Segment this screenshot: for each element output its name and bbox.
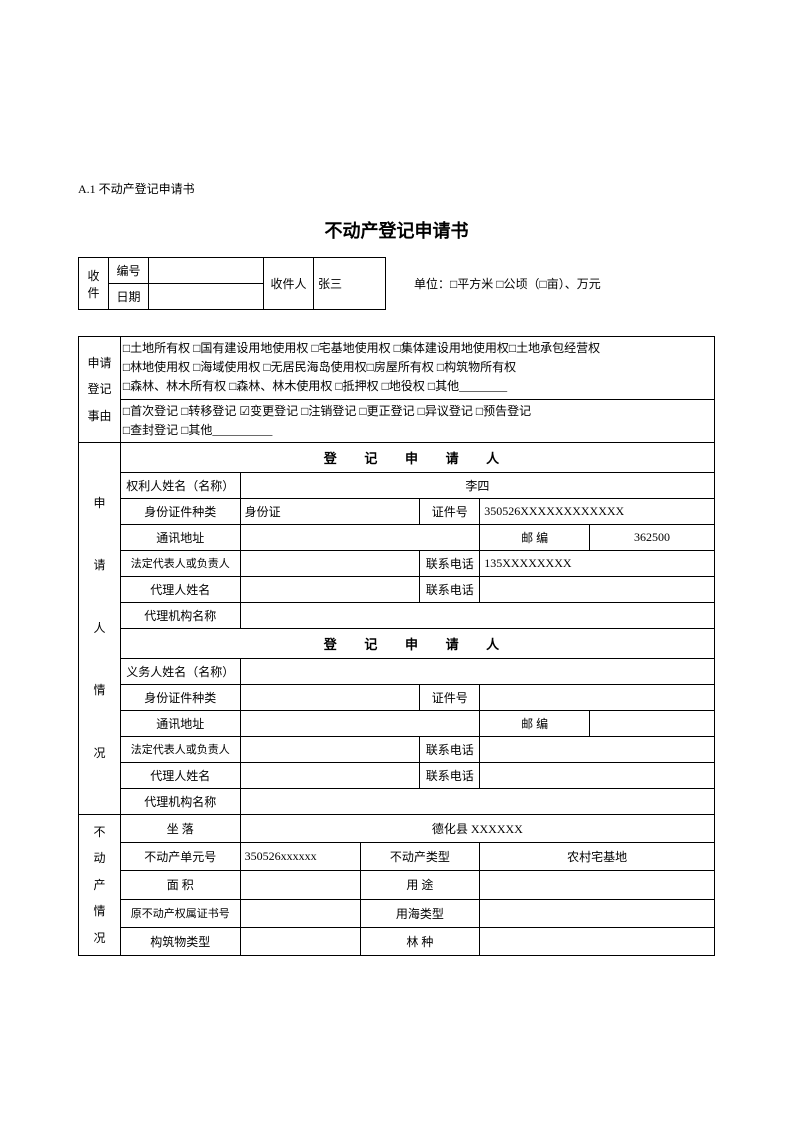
app2-legal-value: [240, 736, 420, 762]
prop-unitno-label: 不动产单元号: [120, 843, 240, 871]
units-label: 单位：□平方米 □公顷（□亩）、万元: [386, 258, 716, 310]
applicant2-title: 登 记 申 请 人: [120, 628, 714, 658]
prop-type-label: 不动产类型: [360, 843, 480, 871]
app2-idtype-label: 身份证件种类: [120, 684, 240, 710]
app1-addr-value: [240, 524, 480, 550]
riqi-label: 日期: [109, 284, 149, 310]
app1-legal-value: [240, 550, 420, 576]
app1-legal-label: 法定代表人或负责人: [120, 550, 240, 576]
app2-agenttel-label: 联系电话: [420, 762, 480, 788]
prop-location-value: 德化县 XXXXXX: [240, 814, 714, 842]
app1-idno-label: 证件号: [420, 498, 480, 524]
app1-agenttel-value: [480, 576, 715, 602]
app2-addr-value: [240, 710, 480, 736]
app1-idtype-label: 身份证件种类: [120, 498, 240, 524]
prop-area-value: [240, 871, 360, 899]
app2-idno-value: [480, 684, 715, 710]
prop-type-value: 农村宅基地: [480, 843, 715, 871]
app1-agency-label: 代理机构名称: [120, 602, 240, 628]
app1-idno-value: 350526XXXXXXXXXXXX: [480, 498, 715, 524]
prop-area-label: 面 积: [120, 871, 240, 899]
app2-idno-label: 证件号: [420, 684, 480, 710]
app1-addr-label: 通讯地址: [120, 524, 240, 550]
prop-location-label: 坐 落: [120, 814, 240, 842]
app1-name-label: 权利人姓名（名称）: [120, 472, 240, 498]
app2-post-label: 邮 编: [480, 710, 590, 736]
prop-structure-value: [240, 927, 360, 955]
prop-origcert-label: 原不动产权属证书号: [120, 899, 240, 927]
app2-agenttel-value: [480, 762, 715, 788]
property-side-label: 不动产情况: [79, 814, 121, 955]
app2-addr-label: 通讯地址: [120, 710, 240, 736]
app2-tel-label: 联系电话: [420, 736, 480, 762]
app1-agenttel-label: 联系电话: [420, 576, 480, 602]
bianhao-value: [149, 258, 264, 284]
app2-legal-label: 法定代表人或负责人: [120, 736, 240, 762]
app2-agency-value: [240, 788, 714, 814]
app1-post-label: 邮 编: [480, 524, 590, 550]
app2-idtype-value: [240, 684, 420, 710]
app1-agent-label: 代理人姓名: [120, 576, 240, 602]
prop-use-value: [480, 871, 715, 899]
app1-post-value: 362500: [590, 524, 715, 550]
prop-use-label: 用 途: [360, 871, 480, 899]
bianhao-label: 编号: [109, 258, 149, 284]
app1-agent-value: [240, 576, 420, 602]
app2-name-label: 义务人姓名（名称）: [120, 658, 240, 684]
app2-name-value: [240, 658, 714, 684]
app1-tel-label: 联系电话: [420, 550, 480, 576]
shoujian-label: 收件: [79, 258, 109, 310]
applicant-side-label: 申请人情况: [79, 442, 121, 814]
riqi-value: [149, 284, 264, 310]
app2-agent-value: [240, 762, 420, 788]
app1-agency-value: [240, 602, 714, 628]
shoujianren-label: 收件人: [264, 258, 314, 310]
app2-post-value: [590, 710, 715, 736]
prop-seatype-value: [480, 899, 715, 927]
main-form-table: 申请登记事由 □土地所有权 □国有建设用地使用权 □宅基地使用权 □集体建设用地…: [78, 336, 715, 956]
applicant1-title: 登 记 申 请 人: [120, 442, 714, 472]
app1-name-value: 李四: [240, 472, 714, 498]
app1-idtype-value: 身份证: [240, 498, 420, 524]
reason-side-label: 申请登记事由: [79, 337, 121, 443]
prop-forest-label: 林 种: [360, 927, 480, 955]
prop-forest-value: [480, 927, 715, 955]
prop-unitno-value: 350526xxxxxx: [240, 843, 360, 871]
reason-rights-checkboxes: □土地所有权 □国有建设用地使用权 □宅基地使用权 □集体建设用地使用权□土地承…: [120, 337, 714, 400]
app1-tel-value: 135XXXXXXXX: [480, 550, 715, 576]
section-label: A.1 不动产登记申请书: [78, 180, 715, 197]
shoujianren-value: 张三: [314, 258, 386, 310]
prop-origcert-value: [240, 899, 360, 927]
document-title: 不动产登记申请书: [78, 217, 715, 243]
app2-agent-label: 代理人姓名: [120, 762, 240, 788]
reason-regtype-checkboxes: □首次登记 □转移登记 ☑变更登记 □注销登记 □更正登记 □异议登记 □预告登…: [120, 399, 714, 442]
app2-tel-value: [480, 736, 715, 762]
header-table: 收件 编号 收件人 张三 单位：□平方米 □公顷（□亩）、万元 日期: [78, 257, 715, 310]
prop-seatype-label: 用海类型: [360, 899, 480, 927]
prop-structure-label: 构筑物类型: [120, 927, 240, 955]
app2-agency-label: 代理机构名称: [120, 788, 240, 814]
